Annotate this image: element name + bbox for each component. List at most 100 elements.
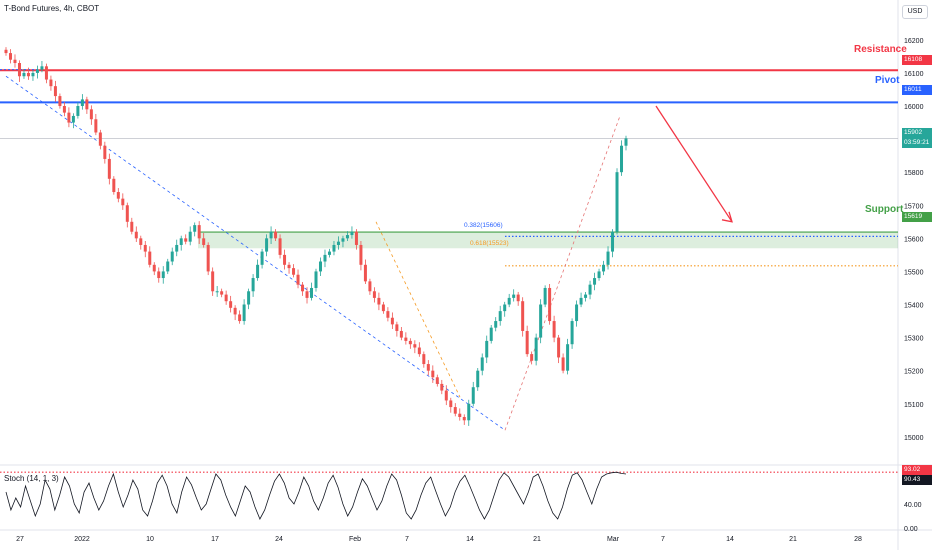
candle-body [179, 238, 183, 245]
pivot-label: Pivot [875, 75, 900, 86]
time-tick-label: 7 [405, 536, 409, 543]
candle-body [4, 49, 8, 54]
candle-body [408, 340, 412, 345]
stoch-value-tag: 90.43 [902, 475, 932, 485]
trendline [5, 75, 506, 431]
candle-body [516, 294, 520, 302]
candle-body [489, 327, 493, 341]
candle-body [332, 244, 336, 252]
candle-body [440, 383, 444, 391]
stoch-tick-label: 0.00 [904, 526, 918, 533]
candle-body [125, 205, 129, 222]
currency-button[interactable]: USD [902, 5, 928, 19]
candle-body [539, 304, 543, 338]
candle-body [62, 106, 66, 113]
candle-body [566, 344, 570, 371]
candle-body [350, 231, 354, 236]
candle-body [197, 225, 201, 239]
candle-body [134, 231, 138, 239]
pivot-tag: 16011 [902, 85, 932, 95]
candle-body [80, 99, 84, 107]
candle-body [507, 297, 511, 305]
candle-body [399, 330, 403, 338]
price-tick-label: 15600 [904, 236, 924, 243]
candle-body [13, 59, 17, 64]
candle-body [575, 304, 579, 322]
candle-body [363, 264, 367, 282]
time-tick-label: Mar [607, 536, 620, 543]
candle-body [386, 311, 390, 318]
candle-body [26, 72, 30, 77]
candle-body [512, 294, 516, 298]
candle-body [359, 244, 363, 265]
candle-body [449, 400, 453, 408]
candle-body [283, 254, 287, 265]
candle-body [413, 344, 417, 348]
candle-body [417, 347, 421, 355]
candle-body [40, 66, 44, 70]
price-tick-label: 16000 [904, 104, 924, 111]
time-tick-label: Feb [349, 536, 361, 543]
candle-body [85, 99, 89, 110]
candle-body [188, 231, 192, 242]
candle-body [76, 106, 80, 116]
candle-body [422, 354, 426, 365]
candle-body [588, 284, 592, 295]
candle-body [606, 251, 610, 265]
candle-body [206, 244, 210, 272]
candle-body [251, 278, 255, 292]
candle-body [310, 287, 314, 298]
candle-body [602, 264, 606, 272]
candle-body [467, 403, 471, 421]
candle-body [557, 337, 561, 358]
candle-body [265, 238, 269, 252]
candle-body [327, 251, 331, 255]
candle-body [611, 231, 615, 252]
price-tick-label: 15200 [904, 369, 924, 376]
price-tick-label: 15000 [904, 435, 924, 442]
swing-orange [375, 221, 461, 398]
candle-body [314, 271, 318, 288]
candle-body [233, 307, 237, 315]
candle-body [184, 238, 188, 242]
stoch-tick-label: 40.00 [904, 502, 922, 509]
candle-body [112, 178, 116, 193]
candle-body [292, 268, 296, 275]
candle-body [166, 261, 170, 272]
candle-body [193, 225, 197, 232]
candle-body [103, 145, 107, 159]
candle-body [476, 370, 480, 388]
price-tick-label: 15400 [904, 303, 924, 310]
candle-body [116, 192, 120, 199]
candle-body [170, 251, 174, 262]
candle-body [269, 231, 273, 239]
candle-body [354, 231, 358, 245]
candle-body [341, 238, 345, 242]
candle-body [143, 244, 147, 252]
time-tick-label: 2022 [74, 536, 90, 543]
candle-body [570, 321, 574, 345]
candle-body [152, 264, 156, 272]
candle-body [89, 109, 93, 120]
candle-body [318, 261, 322, 272]
time-tick-label: 7 [661, 536, 665, 543]
candle-body [148, 251, 152, 265]
candle-body [404, 337, 408, 341]
stoch-upper-tag: 93.02 [902, 465, 932, 475]
candle-body [229, 301, 233, 308]
candle-body [480, 357, 484, 371]
candle-body [431, 370, 435, 378]
candle-body [494, 321, 498, 328]
forecast-arrow-shaft [655, 105, 733, 223]
candle-body [35, 69, 39, 73]
candle-body [471, 387, 475, 404]
candle-body [278, 238, 282, 255]
price-tick-label: 15500 [904, 269, 924, 276]
candle-body [224, 294, 228, 302]
candles [4, 47, 628, 426]
candle-body [247, 291, 251, 305]
candle-body [543, 287, 547, 305]
fib-382-label: 0.382(15606) [464, 222, 503, 229]
